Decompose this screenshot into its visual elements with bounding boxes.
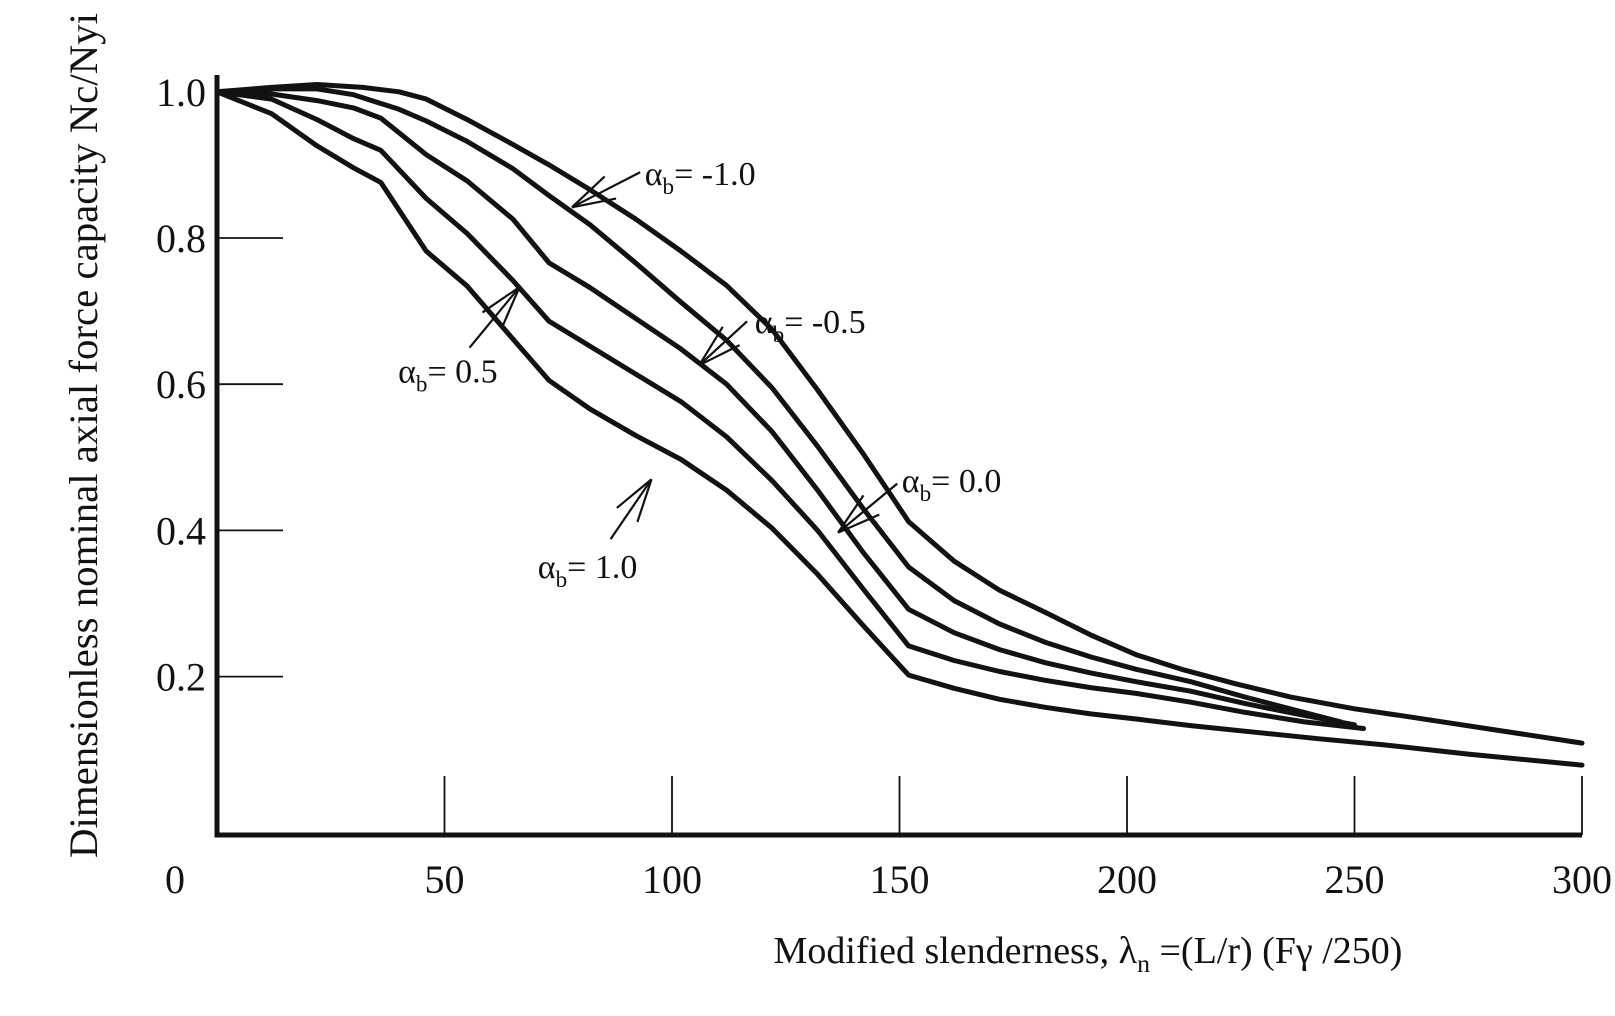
text-run: α: [755, 304, 773, 341]
annotation-label: αb= -0.5: [755, 304, 866, 348]
x-tick-label: 50: [425, 857, 465, 902]
annotation-arrow: [698, 320, 748, 367]
annotations: αb= -1.0αb= -0.5αb= 0.0αb= 0.5αb= 1.0: [398, 156, 1001, 593]
x-tick-label: 100: [642, 857, 702, 902]
axis-ticks: [217, 237, 1583, 835]
axes-lines: [214, 75, 1582, 838]
annotation-label: αb= -1.0: [645, 156, 756, 200]
y-tick-label: 0.2: [156, 655, 206, 700]
text-run: α: [902, 463, 920, 500]
text-run: = 0.5: [427, 354, 497, 391]
curve-alpha-b-neg-1-0: [214, 82, 1585, 746]
text-run: α: [398, 354, 416, 391]
annotation-arrow: [571, 171, 641, 209]
annotation-arrow: [837, 482, 898, 534]
subscript: b: [556, 567, 568, 593]
annotation-alpha-b-1-0: αb= 1.0: [538, 478, 653, 593]
annotation-label: αb= 0.0: [902, 463, 1002, 507]
y-tick-label: 0.4: [156, 508, 206, 553]
subscript: b: [416, 372, 428, 398]
text-run: α: [645, 156, 663, 193]
text-run: = -0.5: [784, 304, 866, 341]
subscript: b: [773, 322, 785, 348]
annotation-alpha-b-0-5: αb= 0.5: [398, 286, 521, 398]
x-tick-label: 0: [165, 857, 185, 902]
text-run: = 1.0: [567, 549, 637, 586]
y-tick-label: 1.0: [156, 70, 206, 115]
y-axis-title: Dimensionless nominal axial force capaci…: [61, 13, 106, 858]
subscript: b: [920, 481, 932, 507]
curves: [214, 82, 1585, 768]
annotation-arrow: [609, 478, 653, 540]
curve-alpha-b-neg-0-5: [214, 86, 1344, 725]
annotation-alpha-b-0-0: αb= 0.0: [837, 463, 1002, 534]
y-tick-label: 0.6: [156, 362, 206, 407]
text-run: Modified slenderness, λ: [774, 930, 1138, 972]
x-tick-label: 250: [1325, 857, 1385, 902]
tick-labels: 0 50 100 150 200 250 300 0.2 0.4 0.6 0.8 1.0: [156, 70, 1612, 902]
curve-alpha-b-0-5: [214, 89, 1367, 731]
subscript: b: [663, 174, 675, 200]
text-run: =(L/r) (Fγ /250): [1150, 930, 1402, 972]
annotation-label: αb= 0.5: [398, 354, 498, 398]
text-run: α: [538, 549, 556, 586]
annotation-alpha-b-neg-0-5: αb= -0.5: [698, 304, 866, 367]
x-tick-label: 300: [1552, 857, 1612, 902]
y-tick-label: 0.8: [156, 216, 206, 261]
annotation-label: αb= 1.0: [538, 549, 638, 593]
curve-alpha-b-0-0: [214, 89, 1357, 728]
x-tick-label: 150: [870, 857, 930, 902]
x-axis-title: Modified slenderness, λn =(L/r) (Fγ /250…: [774, 930, 1403, 978]
x-tick-label: 200: [1097, 857, 1157, 902]
subscript: n: [1137, 949, 1150, 978]
annotation-arrow: [468, 286, 521, 349]
curve-alpha-b-1-0: [214, 89, 1585, 768]
annotation-alpha-b-neg-1-0: αb= -1.0: [571, 156, 756, 209]
text-run: = -1.0: [674, 156, 756, 193]
text-run: = 0.0: [931, 463, 1001, 500]
